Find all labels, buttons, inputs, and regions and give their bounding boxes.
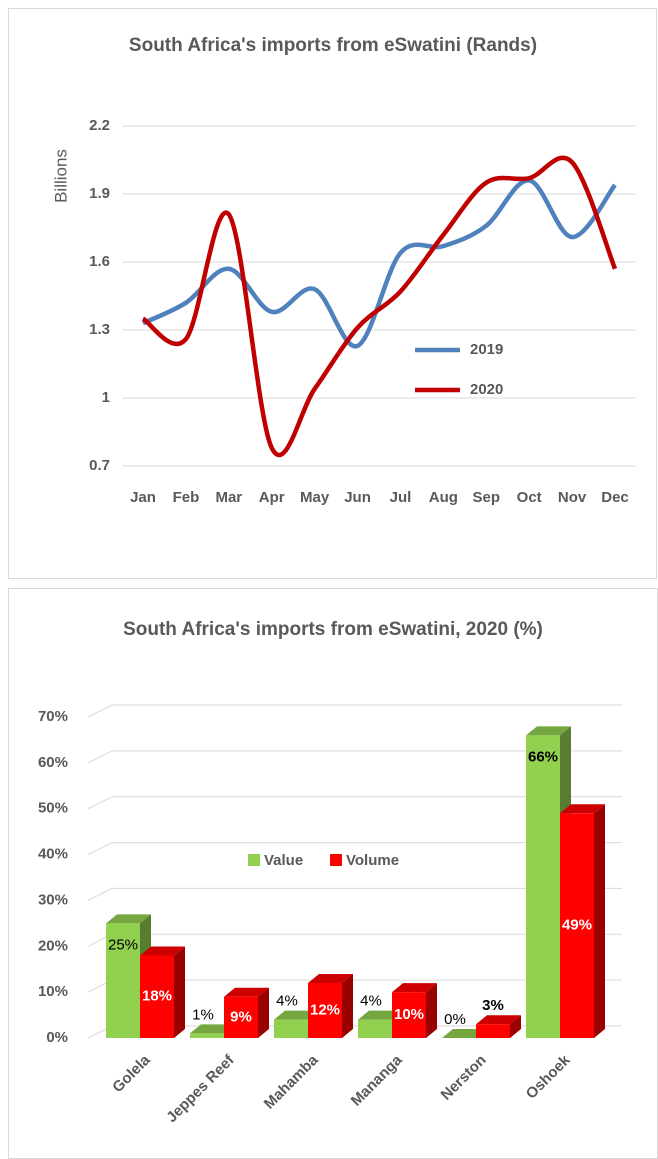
- bar: [358, 1019, 392, 1038]
- x-tick-label: Sep: [473, 489, 501, 506]
- x-tick-label: Nov: [558, 489, 587, 506]
- bar-top: [358, 1010, 403, 1020]
- bar: [476, 1024, 510, 1038]
- y-tick-label: 40%: [38, 846, 68, 863]
- y-tick-label: 30%: [38, 891, 68, 908]
- bar-top: [140, 946, 185, 956]
- data-label: 1%: [192, 1006, 214, 1023]
- bar-side: [426, 983, 437, 1038]
- grid-line: [87, 887, 622, 901]
- x-tick-label: Jul: [390, 489, 412, 506]
- bar-top: [190, 1024, 235, 1034]
- bar-top: [560, 804, 605, 814]
- data-label: 49%: [562, 917, 592, 934]
- x-tick-label: Apr: [259, 489, 285, 506]
- bar-side: [258, 987, 269, 1038]
- data-label: 25%: [108, 936, 138, 953]
- y-tick-label: 0.7: [89, 457, 110, 474]
- data-label: 12%: [310, 1001, 340, 1018]
- bar: [392, 992, 426, 1038]
- legend-label: Value: [264, 852, 303, 869]
- bar-top: [392, 983, 437, 993]
- bar: [190, 1033, 224, 1038]
- bar-top: [476, 1015, 521, 1025]
- y-axis-title: Billions: [51, 149, 70, 203]
- bar-side: [510, 1015, 521, 1038]
- bar: [308, 982, 342, 1038]
- data-label: 9%: [230, 1008, 252, 1025]
- y-tick-label: 1.3: [89, 321, 110, 338]
- line: [142, 178, 617, 349]
- y-tick-label: 60%: [38, 754, 68, 771]
- y-tick-label: 2.2: [89, 117, 110, 134]
- chart-title: South Africa's imports from eSwatini, 20…: [123, 619, 543, 640]
- data-label: 3%: [482, 997, 504, 1014]
- bar-top: [224, 987, 269, 997]
- chart-frame: [8, 8, 657, 579]
- bar-side: [174, 946, 185, 1038]
- x-tick-label: Mar: [215, 489, 242, 506]
- bar-side: [342, 973, 353, 1038]
- y-tick-label: 10%: [38, 983, 68, 1000]
- bar: [274, 1019, 308, 1038]
- bar: [560, 813, 594, 1038]
- bar: [106, 923, 140, 1038]
- legend-label: 2020: [470, 381, 503, 398]
- y-tick-label: 0%: [46, 1029, 68, 1046]
- legend-label: 2019: [470, 341, 503, 358]
- grid-line: [87, 704, 622, 718]
- x-tick-label: May: [300, 489, 330, 506]
- data-label: 4%: [360, 993, 382, 1010]
- x-tick-label: Feb: [173, 489, 200, 506]
- data-label: 18%: [142, 988, 172, 1005]
- y-tick-label: 1.9: [89, 185, 110, 202]
- data-label: 4%: [276, 993, 298, 1010]
- bar-top: [442, 1029, 487, 1038]
- legend-swatch: [248, 854, 260, 866]
- x-tick-label: Aug: [429, 489, 458, 506]
- y-tick-label: 1.6: [89, 253, 110, 270]
- y-tick-label: 1: [102, 389, 110, 406]
- legend-label: Volume: [346, 852, 399, 869]
- bar-top: [106, 914, 151, 924]
- grid-line: [87, 750, 622, 764]
- x-tick-label: Jun: [344, 489, 371, 506]
- bar-top: [526, 726, 571, 736]
- y-tick-label: 70%: [38, 708, 68, 725]
- chart-title: South Africa's imports from eSwatini (Ra…: [129, 35, 537, 56]
- legend-swatch: [330, 854, 342, 866]
- bar: [526, 735, 560, 1038]
- bar-side: [594, 804, 605, 1038]
- y-tick-label: 20%: [38, 937, 68, 954]
- data-label: 66%: [528, 748, 558, 765]
- x-tick-label: Oct: [517, 489, 542, 506]
- data-label: 0%: [444, 1011, 466, 1028]
- x-tick-label: Jan: [130, 489, 156, 506]
- bar: [140, 955, 174, 1038]
- bar-top: [274, 1010, 319, 1020]
- grid-line: [87, 842, 622, 856]
- data-label: 10%: [394, 1006, 424, 1023]
- bar-top: [308, 973, 353, 983]
- x-tick-label: Dec: [601, 489, 629, 506]
- line: [141, 155, 618, 458]
- bar: [224, 996, 258, 1038]
- grid-line: [87, 796, 622, 810]
- y-tick-label: 50%: [38, 800, 68, 817]
